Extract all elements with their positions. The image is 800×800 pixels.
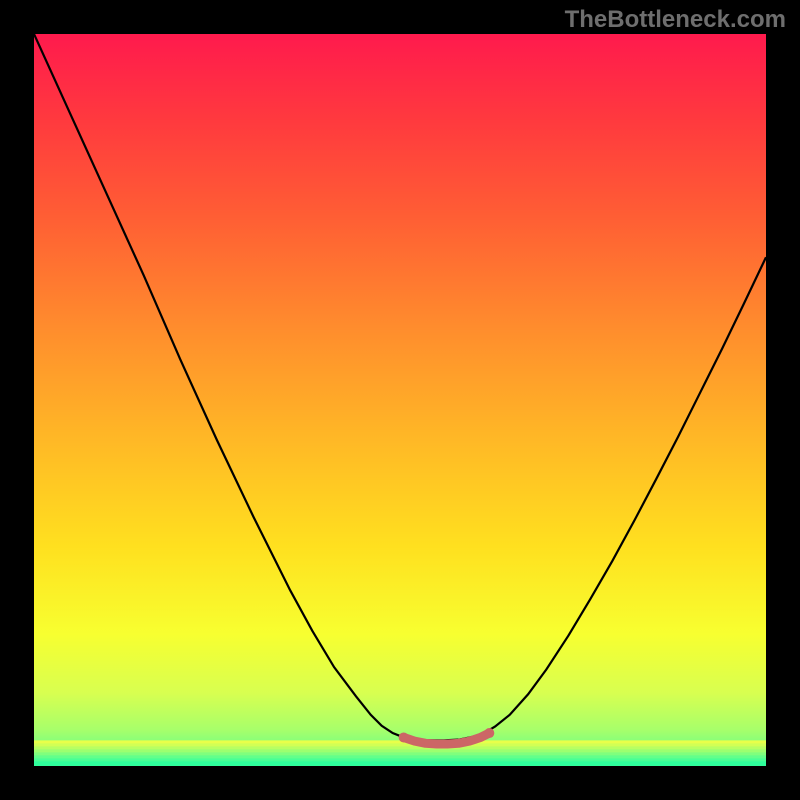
chart-svg <box>0 0 800 800</box>
optimal-range-start-dot <box>399 732 409 742</box>
green-band-stripe <box>34 746 766 750</box>
green-band <box>34 740 766 765</box>
green-band-stripe <box>34 761 766 765</box>
optimal-range-end-dot <box>484 728 494 738</box>
green-band-stripe <box>34 752 766 756</box>
green-band-stripe <box>34 740 766 744</box>
green-band-stripe <box>34 749 766 753</box>
green-band-stripe <box>34 758 766 762</box>
green-band-stripe <box>34 743 766 747</box>
green-band-stripe <box>34 755 766 759</box>
watermark-text: TheBottleneck.com <box>565 6 786 34</box>
plot-gradient-background <box>34 34 766 766</box>
chart-canvas: TheBottleneck.com <box>0 0 800 800</box>
